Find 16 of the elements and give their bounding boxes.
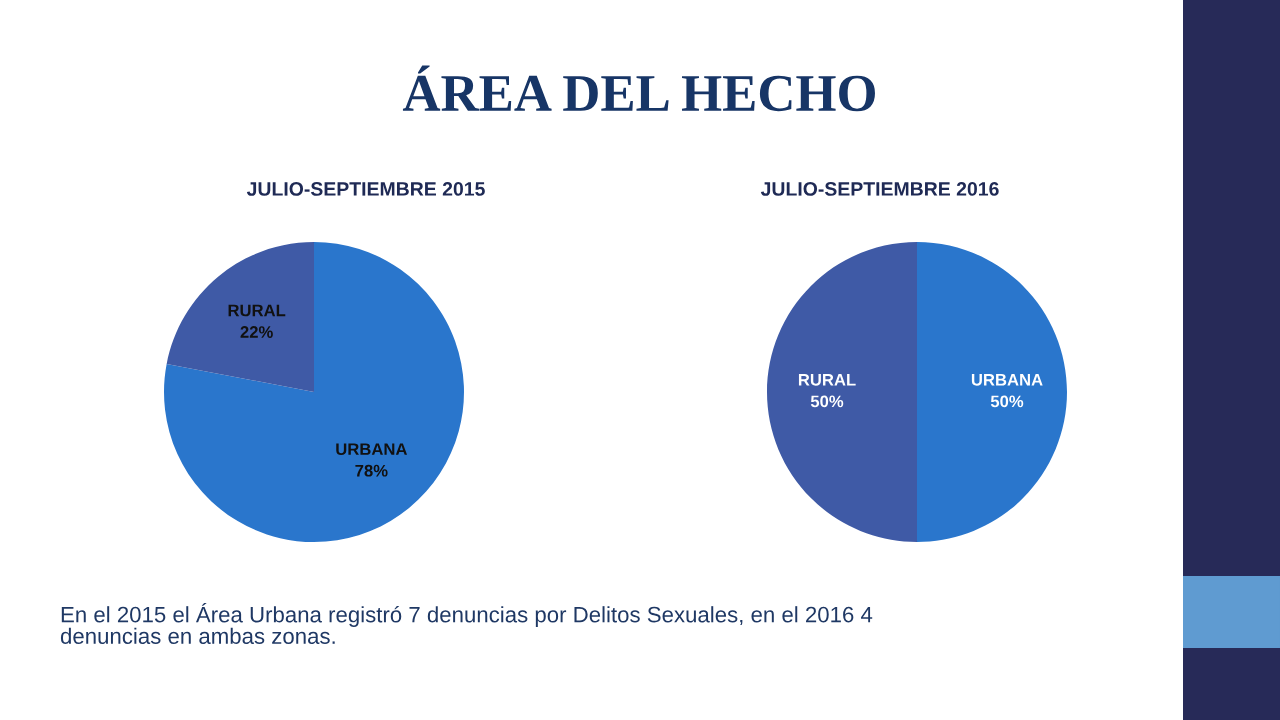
pie-slice xyxy=(917,242,1067,542)
pie-slice xyxy=(164,242,464,542)
pie-slice xyxy=(166,242,314,392)
text: En el 2015 el Área Urbana registró 7 denuncias por Delitos Sexuales, en el 2016 4 denuncias en ambas zonas. xyxy=(60,603,873,645)
slice-label: URBANA xyxy=(336,443,408,456)
chart-title: JULIO-SEPTIEMBRE 2016 xyxy=(760,182,999,196)
slice-label: RURAL xyxy=(228,304,286,317)
data-label: 78% xyxy=(355,464,388,477)
text: ÁREA DEL HECHO xyxy=(402,65,875,112)
data-label: 22% xyxy=(240,326,273,338)
slice-label: URBANA xyxy=(971,374,1043,386)
slice-label: RURAL xyxy=(798,374,856,386)
data-label: 50% xyxy=(990,395,1024,408)
data-label: 50% xyxy=(810,395,844,408)
chart-title: JULIO-SEPTIEMBRE 2015 xyxy=(246,182,485,196)
pie-slice xyxy=(767,242,917,542)
